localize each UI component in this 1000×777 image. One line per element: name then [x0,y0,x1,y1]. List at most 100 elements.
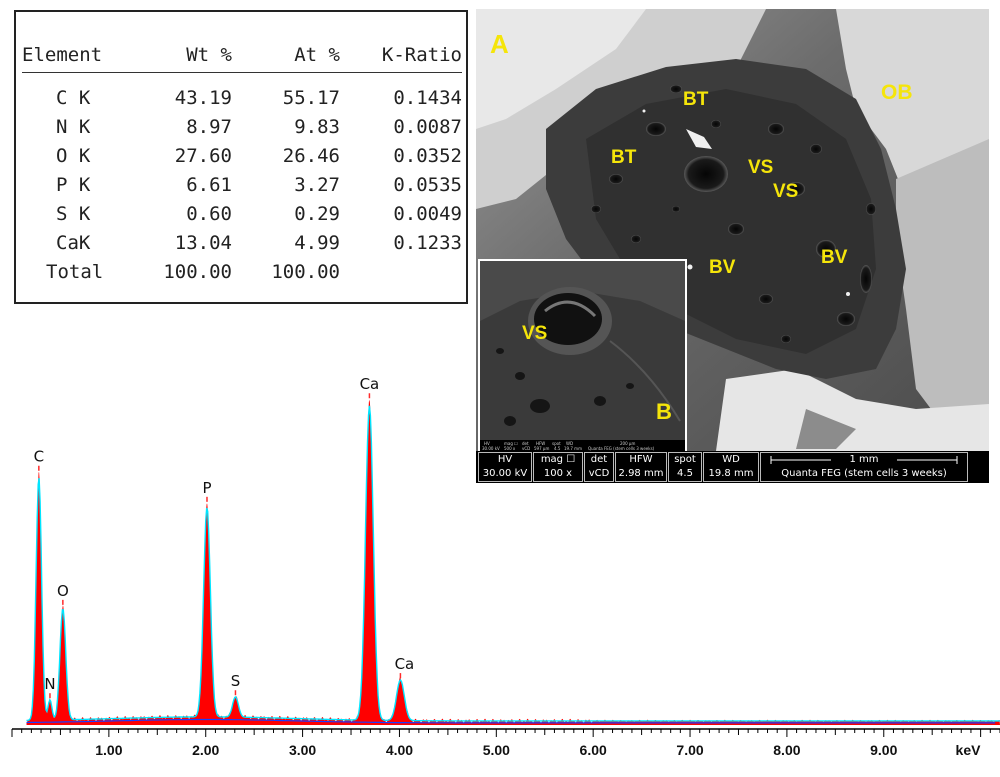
databar-mag: mag ☐ 100 x [533,452,583,482]
table-row: N K 8.97 9.83 0.0087 [22,112,462,141]
panel-b-label: B [656,399,672,424]
spectrum-fill [26,399,1000,725]
inset-det: det [522,441,529,446]
spectrum-fit-line [26,405,1000,724]
cell-k-ratio: 0.1434 [393,86,462,109]
table-row: P K 6.61 3.27 0.0535 [22,170,462,199]
databar-spot: spot 4.5 [668,452,702,482]
databar-hv-value: 30.00 kV [482,468,528,479]
pores [591,85,876,343]
cell-wt: 13.04 [174,231,232,254]
cell-at: 55.17 [282,86,340,109]
inset-hfw: HFW [536,441,546,446]
cell-element: S K [56,202,91,225]
x-tick-label: 6.00 [580,742,607,758]
databar-mag-label: mag ☐ [540,454,576,465]
header-k-ratio: K-Ratio [340,44,462,73]
sem-micrograph: A OB BT BT VS VS BV BV VS B HV 30. [476,9,989,483]
cell-total-label: Total [46,260,104,283]
cell-element: N K [56,115,91,138]
x-tick-label: 5.00 [483,742,510,758]
inset-scale: 200 µm [620,441,636,446]
cell-at: 26.46 [282,144,340,167]
cell-wt: 6.61 [186,173,232,196]
table-header-row: Element Wt % At % K-Ratio [22,44,462,73]
x-axis: 1.00 2.00 3.00 4.00 5.00 6.00 7.00 8.00 9.00 keV [11,728,1000,758]
cell-element: C K [56,86,91,109]
databar-det-value: vCD [588,468,610,479]
cell-total-k-ratio [340,257,462,286]
x-tick-label: 7.00 [676,742,703,758]
databar-hv: HV 30.00 kV [478,452,532,482]
inset-spot: spot [552,441,561,446]
table-row: S K 0.60 0.29 0.0049 [22,199,462,228]
panel-a-label: A [490,29,509,59]
inset-hv: HV [484,441,490,446]
databar-spot-label: spot [674,454,696,465]
databar-hv-label: HV [497,454,513,465]
databar-instrument: Quanta FEG (stem cells 3 weeks) [781,468,947,479]
cell-element: CaK [56,231,91,254]
cell-k-ratio: 0.1233 [393,231,462,254]
databar-det-label: det [590,454,608,465]
peak-labels: C N O P S Ca Ca [34,375,415,699]
background-curve [26,718,996,724]
inset-mag-value: 500 x [504,446,516,451]
cell-wt: 43.19 [174,86,232,109]
eds-results-table: Element Wt % At % K-Ratio C K 43.19 55.1… [14,10,468,304]
databar-det: det vCD [584,452,614,482]
label-bv-2: BV [821,247,848,268]
x-tick-label: 1.00 [95,742,122,758]
inset-image [480,261,685,441]
cell-at: 0.29 [294,202,340,225]
peak-label: Ca [395,655,415,673]
header-wt-percent: Wt % [134,44,232,73]
label-bv-1: BV [709,257,736,278]
cell-wt: 0.60 [186,202,232,225]
fit-curve [26,405,1000,722]
peak-label: N [44,675,55,693]
databar-mag-value: 100 x [543,468,573,479]
cell-at: 9.83 [294,115,340,138]
x-tick-label: 8.00 [773,742,800,758]
scale-bar-line [770,456,958,464]
label-vs-1: VS [748,157,774,178]
sem-data-bar: HV 30.00 kV mag ☐ 100 x det vCD HFW 2.98… [476,451,989,483]
inset-wd: WD [566,441,574,446]
cell-wt: 8.97 [186,115,232,138]
databar-wd-label: WD [722,454,740,465]
cell-total-at: 100.00 [271,260,340,283]
label-bt-2: BT [611,147,637,168]
databar-scale: 1 mm Quanta FEG (stem cells 3 weeks) [760,452,968,482]
databar-scale-label: 1 mm [849,454,879,465]
peak-label: C [34,448,44,466]
cell-k-ratio: 0.0087 [393,115,462,138]
peak-label: P [202,479,211,497]
cell-wt: 27.60 [174,144,232,167]
peak-label: S [231,672,241,690]
inset-det-value: vCD [522,446,531,451]
peak-label: Ca [360,375,380,393]
inset-label-vs: VS [522,323,548,344]
x-tick-label: 2.00 [192,742,219,758]
databar-wd: WD 19.8 mm [703,452,759,482]
cell-element: P K [56,173,91,196]
cell-element: O K [56,144,91,167]
table-row: CaK 13.04 4.99 0.1233 [22,228,462,257]
databar-wd-value: 19.8 mm [708,468,754,479]
label-vs-2: VS [773,181,799,202]
cell-at: 3.27 [294,173,340,196]
header-element: Element [22,44,134,73]
table-total-row: Total 100.00 100.00 [22,257,462,286]
inset-instrument: Quanta FEG (stem cells 3 weeks) [588,446,655,451]
label-bt-1: BT [683,89,709,110]
databar-hfw-value: 2.98 mm [618,468,664,479]
peak-label: O [57,582,69,600]
x-tick-label: 9.00 [870,742,897,758]
sem-image [476,9,989,451]
inset-data-bar: HV 30.00 kV mag ☐ 500 x det vCD HFW 597 … [480,440,685,451]
eds-spectrum-chart: 1.00 2.00 3.00 4.00 5.00 6.00 7.00 8.00 9.00 keV … [11,375,1000,758]
cell-at: 4.99 [294,231,340,254]
x-axis-label: keV [956,742,982,758]
eds-table-grid: Element Wt % At % K-Ratio C K 43.19 55.1… [22,44,462,286]
